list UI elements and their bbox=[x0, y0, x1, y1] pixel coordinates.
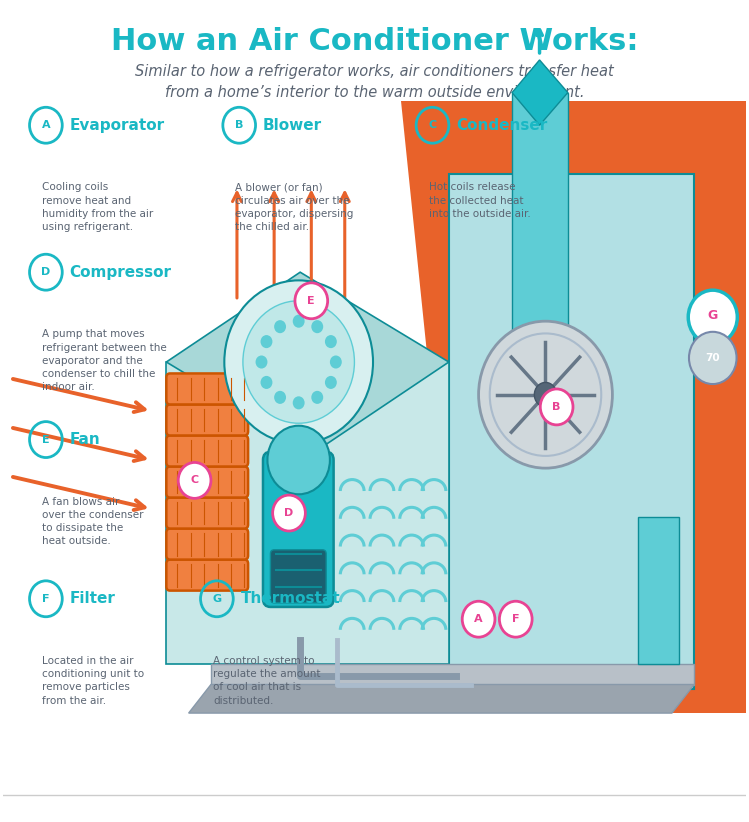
Circle shape bbox=[325, 335, 337, 349]
Text: Located in the air
conditioning unit to
remove particles
from the air.: Located in the air conditioning unit to … bbox=[42, 656, 145, 705]
Text: A blower (or fan)
circulates air over the
evaporator, dispersing
the chilled air: A blower (or fan) circulates air over th… bbox=[235, 182, 354, 232]
Circle shape bbox=[500, 601, 532, 637]
Text: Hot coils release
the collected heat
into the outside air.: Hot coils release the collected heat int… bbox=[428, 182, 530, 219]
Text: Similar to how a refrigerator works, air conditioners transfer heat
from a home’: Similar to how a refrigerator works, air… bbox=[135, 64, 614, 100]
Text: A fan blows air
over the condenser
to dissipate the
heat outside.: A fan blows air over the condenser to di… bbox=[42, 496, 144, 547]
Text: How an Air Conditioner Works:: How an Air Conditioner Works: bbox=[111, 27, 638, 56]
Circle shape bbox=[261, 335, 273, 349]
Circle shape bbox=[689, 332, 736, 384]
Circle shape bbox=[479, 321, 613, 469]
FancyBboxPatch shape bbox=[263, 452, 333, 607]
Circle shape bbox=[274, 320, 286, 333]
Text: 70: 70 bbox=[706, 353, 720, 363]
Text: Cooling coils
remove heat and
humidity from the air
using refrigerant.: Cooling coils remove heat and humidity f… bbox=[42, 182, 154, 232]
Polygon shape bbox=[189, 685, 694, 713]
FancyBboxPatch shape bbox=[512, 93, 568, 411]
Circle shape bbox=[312, 320, 324, 333]
Circle shape bbox=[540, 389, 573, 425]
Text: Filter: Filter bbox=[70, 591, 115, 607]
Circle shape bbox=[330, 355, 342, 368]
Circle shape bbox=[243, 301, 354, 423]
Circle shape bbox=[261, 376, 273, 389]
Circle shape bbox=[312, 390, 324, 404]
Text: B: B bbox=[235, 120, 243, 130]
Text: Condenser: Condenser bbox=[456, 118, 548, 132]
Text: G: G bbox=[708, 309, 718, 322]
Text: F: F bbox=[42, 593, 49, 604]
Circle shape bbox=[255, 355, 267, 368]
Text: C: C bbox=[428, 120, 437, 130]
Polygon shape bbox=[166, 272, 449, 452]
FancyBboxPatch shape bbox=[638, 517, 679, 664]
Text: Compressor: Compressor bbox=[70, 265, 172, 279]
Text: C: C bbox=[190, 475, 198, 486]
FancyBboxPatch shape bbox=[166, 373, 248, 404]
FancyBboxPatch shape bbox=[449, 174, 694, 689]
Text: A pump that moves
refrigerant between the
evaporator and the
condenser to chill : A pump that moves refrigerant between th… bbox=[42, 330, 167, 392]
Circle shape bbox=[293, 396, 305, 409]
Circle shape bbox=[462, 601, 495, 637]
Circle shape bbox=[295, 283, 327, 319]
Polygon shape bbox=[401, 101, 746, 713]
FancyBboxPatch shape bbox=[166, 497, 248, 529]
Polygon shape bbox=[211, 664, 694, 685]
Text: Evaporator: Evaporator bbox=[70, 118, 165, 132]
Text: A control system to
regulate the amount
of cool air that is
distributed.: A control system to regulate the amount … bbox=[213, 656, 321, 705]
FancyBboxPatch shape bbox=[166, 404, 248, 436]
FancyBboxPatch shape bbox=[166, 436, 248, 467]
Text: B: B bbox=[553, 402, 561, 412]
Circle shape bbox=[178, 463, 211, 498]
Circle shape bbox=[688, 290, 737, 344]
Circle shape bbox=[267, 426, 330, 494]
FancyBboxPatch shape bbox=[166, 467, 248, 497]
Text: F: F bbox=[512, 614, 520, 624]
Circle shape bbox=[325, 376, 337, 389]
Text: Thermostat: Thermostat bbox=[240, 591, 340, 607]
Circle shape bbox=[273, 495, 306, 531]
Text: E: E bbox=[42, 435, 49, 445]
Circle shape bbox=[534, 382, 557, 407]
Text: D: D bbox=[285, 508, 294, 518]
FancyBboxPatch shape bbox=[166, 560, 248, 591]
Text: Fan: Fan bbox=[70, 432, 100, 447]
FancyBboxPatch shape bbox=[166, 529, 248, 560]
Text: E: E bbox=[308, 296, 315, 306]
Text: A: A bbox=[474, 614, 483, 624]
Text: D: D bbox=[41, 267, 50, 277]
Text: A: A bbox=[42, 120, 50, 130]
Text: G: G bbox=[212, 593, 222, 604]
FancyBboxPatch shape bbox=[270, 550, 326, 603]
Text: Blower: Blower bbox=[263, 118, 322, 132]
Circle shape bbox=[274, 390, 286, 404]
Polygon shape bbox=[166, 362, 449, 664]
Circle shape bbox=[224, 280, 373, 444]
Circle shape bbox=[293, 315, 305, 328]
Polygon shape bbox=[512, 60, 568, 125]
